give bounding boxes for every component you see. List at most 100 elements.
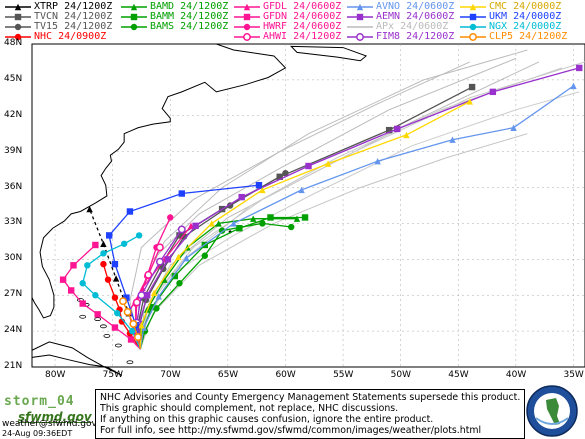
lat-label: 33N — [4, 217, 23, 228]
lat-label: 48N — [4, 38, 23, 48]
track-point — [288, 223, 295, 231]
track-point — [178, 190, 185, 197]
legend-symbol-icon — [346, 1, 374, 13]
track-line — [139, 222, 292, 350]
legend-label: NGX 24/0000Z — [489, 21, 562, 32]
track-point — [576, 64, 583, 72]
track-point — [183, 254, 190, 262]
lat-label: 21N — [4, 361, 23, 371]
lon-label: 40W — [505, 370, 527, 380]
legend-item: BAMD 24/1200Z — [120, 1, 228, 13]
legend-item: APx 24/0600Z — [346, 21, 448, 33]
track-point — [374, 158, 381, 165]
legend-symbol-icon — [459, 21, 487, 33]
track-point — [148, 303, 156, 311]
track-point — [570, 82, 577, 90]
track-point — [129, 327, 136, 335]
track-point — [324, 160, 332, 167]
track-point — [176, 232, 183, 239]
track-point — [92, 292, 99, 299]
bahamas-island — [126, 360, 134, 365]
track-point — [84, 262, 91, 269]
track-point — [135, 232, 143, 239]
track-point — [150, 289, 158, 297]
legend-label: HWRF 24/0600Z — [263, 21, 342, 32]
lon-label: 70W — [160, 370, 181, 380]
track-line — [139, 133, 528, 350]
legend-label: TV15 24/1200Z — [34, 21, 113, 32]
legend-label: TVCN 24/1200Z — [34, 11, 113, 22]
track-point — [155, 257, 164, 266]
track-line — [139, 61, 540, 350]
track-point — [104, 276, 112, 283]
track-point — [298, 186, 305, 194]
legend-symbol-icon — [346, 11, 374, 23]
contact-email[interactable]: weather@sfwmd.gov — [2, 419, 97, 429]
legend-item: NHC 24/0900Z — [4, 31, 106, 43]
track-apx6 — [139, 133, 528, 350]
track-point — [92, 241, 99, 249]
track-point — [175, 253, 182, 261]
lat-label: 24N — [4, 325, 23, 336]
track-point — [164, 256, 172, 263]
legend-label: AVNO 24/0600Z — [376, 1, 455, 12]
legend-symbol-icon — [4, 31, 32, 43]
track-point — [114, 309, 121, 317]
legend: XTRP 24/1200Z TVCN 24/1200Z TV15 24/1200Z N… — [0, 0, 585, 42]
legend-item: TVCN 24/1200Z — [4, 11, 112, 23]
bahamas-island — [103, 333, 111, 338]
disclaimer-box: NHC Advisories and County Emergency Mana… — [95, 389, 525, 439]
track-point — [126, 208, 134, 215]
legend-label: BAMD 24/1200Z — [150, 1, 229, 12]
legend-symbol-icon — [4, 21, 32, 33]
track-cmc — [138, 98, 473, 350]
track-point — [171, 272, 179, 280]
track-point — [250, 215, 257, 222]
legend-item: HWRF 24/0600Z — [233, 21, 341, 33]
track-point — [100, 240, 107, 247]
lon-label: 45W — [448, 370, 469, 380]
cuba — [31, 341, 123, 376]
legend-symbol-icon — [120, 21, 148, 33]
lon-label: 60W — [275, 370, 296, 380]
lon-label: 35W — [563, 370, 584, 380]
track-point — [301, 214, 309, 221]
legend-symbol-icon — [346, 31, 374, 43]
track-point — [161, 276, 168, 283]
track-point — [153, 305, 160, 312]
track-point — [132, 298, 141, 307]
track-point — [144, 270, 153, 279]
track-point — [144, 292, 151, 299]
track-line — [139, 85, 574, 350]
legend-item: AEMN 24/0600Z — [346, 11, 454, 23]
legend-label: AHWI 24/1200Z — [263, 31, 342, 42]
legend-item: AHWI 24/1200Z — [233, 31, 341, 43]
legend-item: CLP5 24/1200Z — [459, 31, 567, 43]
sfwmd-seal-logo — [526, 385, 578, 437]
legend-item: NGX 24/0000Z — [459, 21, 561, 33]
legend-symbol-icon — [120, 11, 148, 23]
legend-item: TV15 24/1200Z — [4, 21, 112, 33]
track-point — [394, 125, 401, 133]
track-point — [449, 136, 456, 143]
newfoundland — [290, 45, 368, 62]
lat-label: 45N — [4, 73, 23, 84]
legend-symbol-icon — [233, 31, 261, 43]
graticule — [32, 44, 585, 367]
track-point — [466, 98, 473, 105]
track-point — [86, 205, 93, 213]
legend-symbol-icon — [346, 21, 374, 33]
track-point — [123, 294, 130, 301]
track-aemn — [135, 64, 583, 350]
disclaimer-line-4[interactable]: For full info, see http://my.sfwmd.gov/s… — [100, 425, 482, 436]
legend-symbol-icon — [233, 11, 261, 23]
track-point — [282, 170, 289, 177]
track-point — [123, 308, 132, 316]
legend-symbol-icon — [4, 1, 32, 13]
site-logo-text[interactable]: sfwmd.gov — [18, 410, 92, 424]
track-point — [79, 300, 86, 307]
legend-item: XTRP 24/1200Z — [4, 1, 112, 13]
disclaimer-line-1: NHC Advisories and County Emergency Mana… — [100, 392, 521, 403]
legend-label: APx 24/0600Z — [376, 21, 449, 32]
